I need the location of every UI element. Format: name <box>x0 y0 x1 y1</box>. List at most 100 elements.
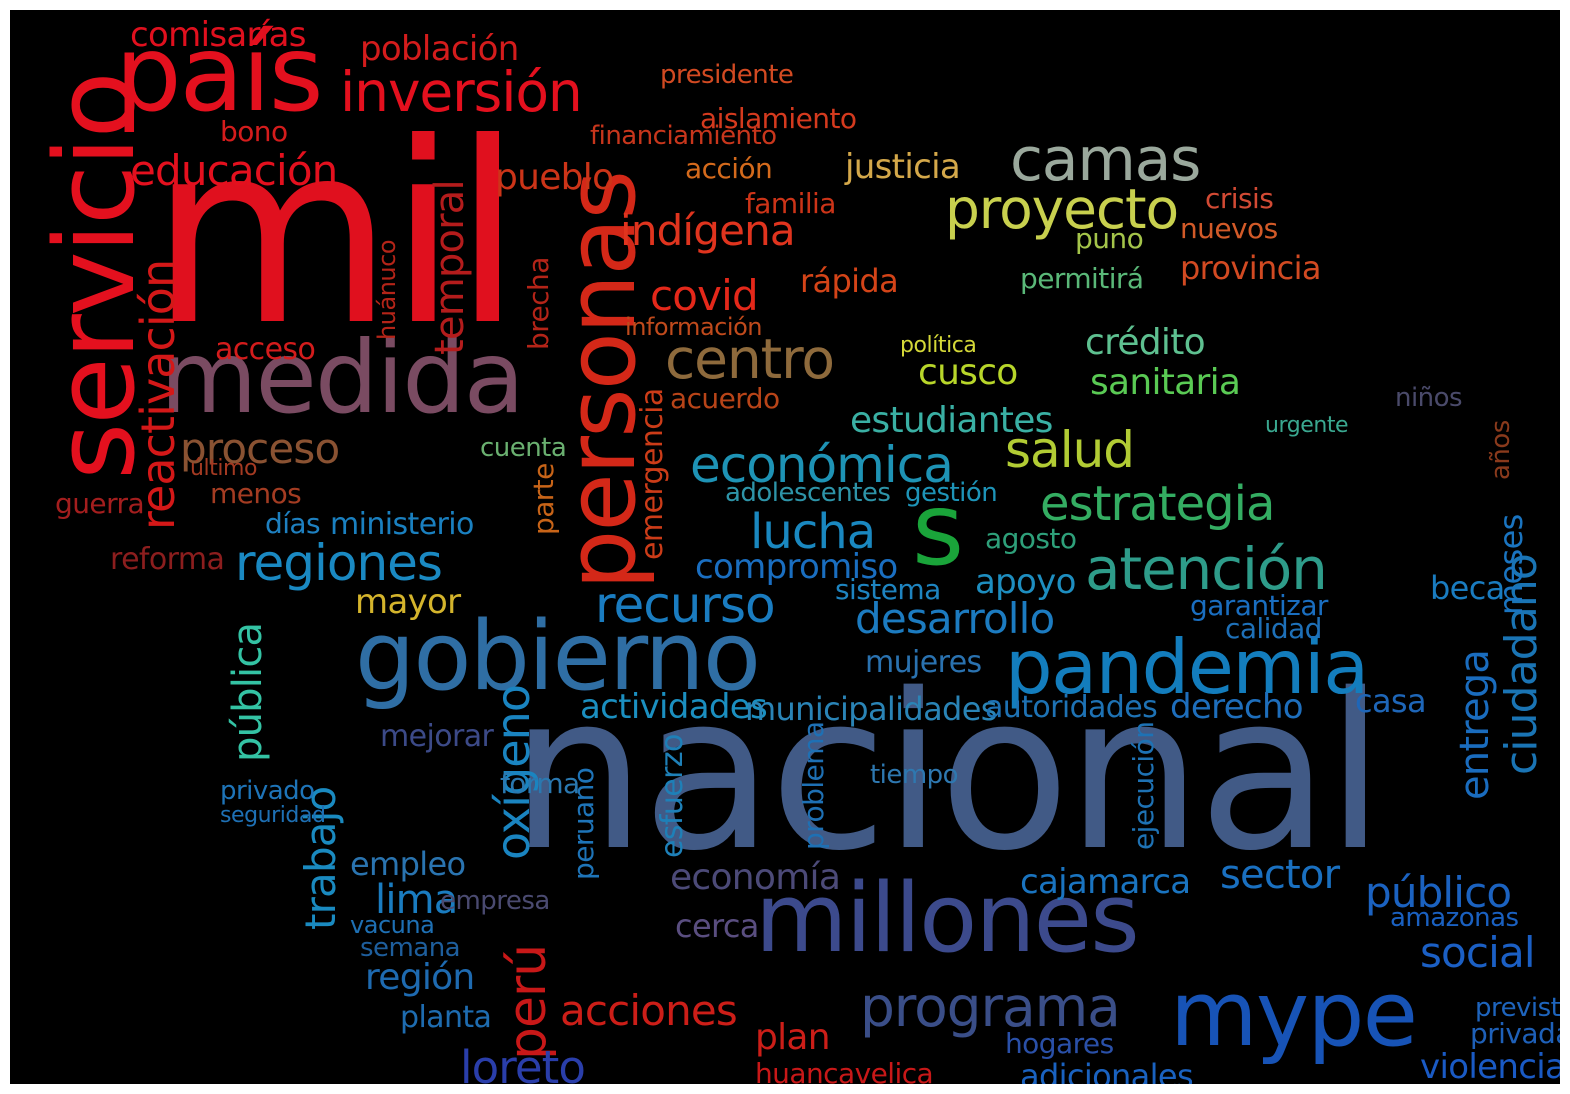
word-garantizar: garantizar <box>1190 589 1328 622</box>
word-esfuerzo: esfuerzo <box>655 734 690 858</box>
word-covid: covid <box>650 271 759 320</box>
word-millones: millones <box>755 864 1140 974</box>
word-urgente: urgente <box>1265 413 1349 438</box>
word-pueblo: pueblo <box>495 157 614 198</box>
word-autoridades: autoridades <box>985 690 1158 725</box>
word-anos: años <box>1486 420 1516 480</box>
word-vacuna: vacuna <box>350 911 435 939</box>
word-semana: semana <box>360 933 461 963</box>
word-ejecucion: ejecución <box>1127 721 1160 850</box>
word-forma: forma <box>500 767 580 800</box>
word-mayor: mayor <box>355 582 461 622</box>
word-casa: casa <box>1355 682 1427 720</box>
word-gestion: gestión <box>905 478 998 508</box>
word-pais: país <box>115 13 324 135</box>
word-nuevos: nuevos <box>1180 212 1278 245</box>
word-sistema: sistema <box>835 573 941 606</box>
word-proceso: proceso <box>180 424 340 473</box>
word-social: social <box>1420 928 1536 977</box>
word-reforma: reforma <box>110 542 225 577</box>
word-gobierno: gobierno <box>355 602 761 712</box>
word-regiones: regiones <box>235 534 443 592</box>
word-provincia: provincia <box>1180 249 1321 287</box>
word-hogares: hogares <box>1005 1027 1114 1060</box>
word-previsto: previsto <box>1475 993 1560 1023</box>
word-tiempo: tiempo <box>870 760 959 790</box>
word-problema: problema <box>797 721 830 850</box>
word-cuenta: cuenta <box>480 433 567 463</box>
word-pandemia: pandemia <box>1005 623 1369 711</box>
word-estudiantes: estudiantes <box>850 400 1053 441</box>
word-huanuco: huánuco <box>373 239 401 340</box>
word-estrategia: estrategia <box>1040 476 1275 532</box>
word-puno: puno <box>1075 222 1144 255</box>
word-emergencia: emergencia <box>635 388 670 560</box>
word-recurso: recurso <box>595 576 776 634</box>
word-entrega: entrega <box>1452 649 1498 800</box>
word-meses: meses <box>1492 514 1530 615</box>
word-salud: salud <box>1005 421 1135 479</box>
word-lima: lima <box>375 877 458 923</box>
word-poblacion: población <box>360 29 519 69</box>
word-plan: plan <box>755 1017 831 1058</box>
word-aislamiento: aislamiento <box>700 102 857 135</box>
word-temporal: temporal <box>427 180 473 355</box>
word-s: s <box>912 471 964 588</box>
word-huancavelica: huancavelica <box>755 1057 934 1085</box>
word-cusco: cusco <box>918 352 1018 393</box>
word-publico: público <box>1365 868 1512 917</box>
word-municipalidades: municipalidades <box>745 690 997 728</box>
word-privada: privada <box>1470 1017 1560 1050</box>
word-lucha: lucha <box>750 504 876 560</box>
word-mejorar: mejorar <box>380 719 494 754</box>
word-publica: pública <box>225 622 271 762</box>
word-loreto: loreto <box>460 1041 586 1084</box>
word-apoyo: apoyo <box>975 562 1076 602</box>
word-seguridad: seguridad <box>220 803 326 828</box>
word-beca: beca <box>1430 569 1505 607</box>
word-acuerdo: acuerdo <box>670 382 780 415</box>
word-sanitaria: sanitaria <box>1090 362 1241 403</box>
word-privado: privado <box>220 776 315 806</box>
word-agosto: agosto <box>985 522 1077 555</box>
word-cerca: cerca <box>675 907 759 945</box>
word-mype: mype <box>1170 962 1418 1067</box>
word-parte: parte <box>527 463 560 535</box>
word-dias: días <box>265 507 321 540</box>
word-cloud: nacional mil servicio país medida person… <box>10 10 1560 1084</box>
word-acceso: acceso <box>215 332 316 367</box>
word-bono: bono <box>220 115 288 148</box>
word-ministerio: ministerio <box>330 507 474 542</box>
word-sector: sector <box>1220 852 1340 898</box>
word-programa: programa <box>860 975 1121 1039</box>
word-justicia: justicia <box>845 147 961 187</box>
word-brecha: brecha <box>522 257 555 350</box>
word-politica: política <box>900 333 977 358</box>
word-indigena: indígena <box>620 206 796 255</box>
word-credito: crédito <box>1085 322 1206 363</box>
word-medida: medida <box>160 319 525 436</box>
word-peruano: peruano <box>567 767 600 880</box>
word-ultimo: último <box>190 456 258 481</box>
word-mujeres: mujeres <box>865 645 982 680</box>
word-empleo: empleo <box>350 845 466 883</box>
word-acciones: acciones <box>560 986 738 1035</box>
word-adolescentes: adolescentes <box>725 478 891 508</box>
word-permitira: permitirá <box>1020 262 1144 295</box>
word-proyecto: proyecto <box>945 177 1179 241</box>
word-familia: familia <box>745 187 836 220</box>
word-presidente: presidente <box>660 60 794 90</box>
word-empresa: empresa <box>440 886 550 916</box>
word-crisis: crisis <box>1205 182 1274 215</box>
word-amazonas: amazonas <box>1390 903 1519 933</box>
word-menos: menos <box>210 477 302 510</box>
word-financiamiento: financiamiento <box>590 121 777 151</box>
word-economica: económica <box>690 436 954 494</box>
word-mil: mil <box>150 89 522 380</box>
word-economia: economía <box>670 857 841 898</box>
word-actividades: actividades <box>580 687 768 727</box>
word-cajamarca: cajamarca <box>1020 862 1191 902</box>
word-rapida: rápida <box>800 262 899 300</box>
word-derecho: derecho <box>1170 687 1304 727</box>
word-atencion: atención <box>1085 535 1328 603</box>
